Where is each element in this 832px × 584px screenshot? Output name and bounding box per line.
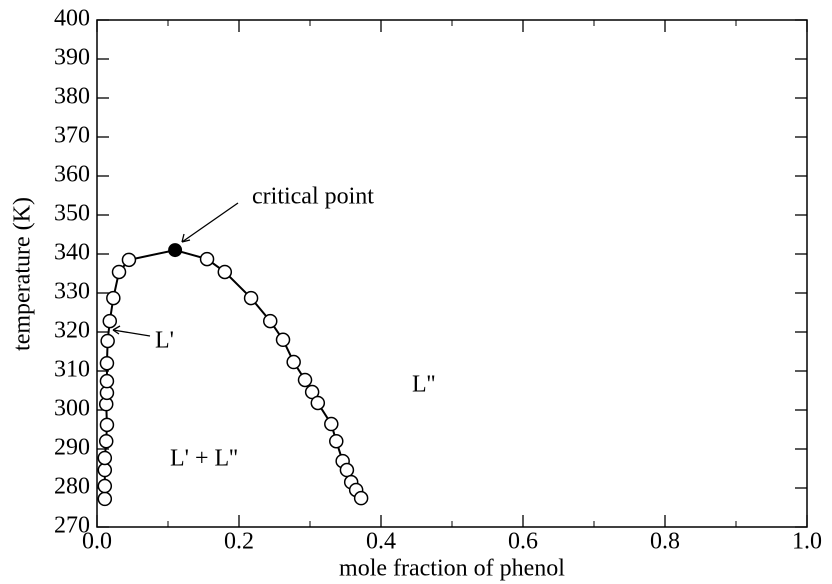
region-label: L' + L''	[170, 446, 238, 472]
data-point	[97, 462, 113, 478]
x-tick-label: 0.8	[650, 529, 680, 555]
data-point	[243, 290, 259, 306]
x-tick-label: 0.6	[508, 529, 538, 555]
x-tick-label: 0.0	[82, 529, 112, 555]
x-tick-label: 0.4	[366, 529, 396, 555]
data-point	[329, 433, 344, 449]
data-point	[97, 478, 113, 494]
data-point	[353, 490, 369, 506]
data-point	[121, 252, 137, 268]
data-point	[297, 372, 313, 388]
y-tick-label: 340	[54, 240, 90, 266]
y-tick-label: 310	[54, 357, 90, 383]
y-tick-label: 280	[54, 474, 90, 500]
data-point	[98, 433, 114, 449]
arrow-head	[112, 325, 121, 335]
y-tick-label: 270	[54, 513, 90, 539]
y-tick-label: 400	[54, 6, 90, 32]
data-point	[286, 354, 301, 370]
data-point	[99, 417, 115, 433]
data-point	[102, 313, 118, 329]
y-tick-label: 360	[54, 162, 90, 188]
data-point	[111, 264, 127, 280]
region-label: L'	[155, 328, 174, 354]
arrow-head	[181, 233, 191, 243]
y-tick-label: 290	[54, 435, 90, 461]
data-point	[310, 395, 326, 411]
y-tick-label: 330	[54, 279, 90, 305]
annotation-arrow	[181, 202, 239, 243]
y-tick-label: 350	[54, 201, 90, 227]
x-tick-label: 0.2	[224, 529, 254, 555]
y-tick-label: 390	[54, 45, 90, 71]
y-axis-label: temperature (K)	[10, 197, 36, 351]
data-point	[217, 264, 233, 280]
data-point	[199, 251, 215, 267]
annotation-arrow	[112, 329, 151, 337]
data-point	[339, 462, 355, 478]
data-point	[262, 313, 278, 329]
critical-point	[168, 243, 183, 258]
y-tick-label: 300	[54, 396, 90, 422]
data-point	[106, 290, 121, 306]
y-tick-label: 370	[54, 123, 90, 149]
region-label: L''	[412, 372, 435, 398]
y-tick-label: 380	[54, 84, 90, 110]
y-tick-label: 320	[54, 318, 90, 344]
annotation: critical point	[252, 184, 374, 210]
data-point	[97, 491, 113, 507]
data-point	[99, 355, 115, 371]
data-point	[99, 373, 115, 389]
data-point	[275, 332, 291, 348]
x-tick-label: 1.0	[792, 529, 822, 555]
data-point	[97, 450, 113, 466]
data-point	[324, 416, 339, 432]
data-point	[100, 333, 115, 349]
x-axis-label: mole fraction of phenol	[339, 556, 565, 582]
